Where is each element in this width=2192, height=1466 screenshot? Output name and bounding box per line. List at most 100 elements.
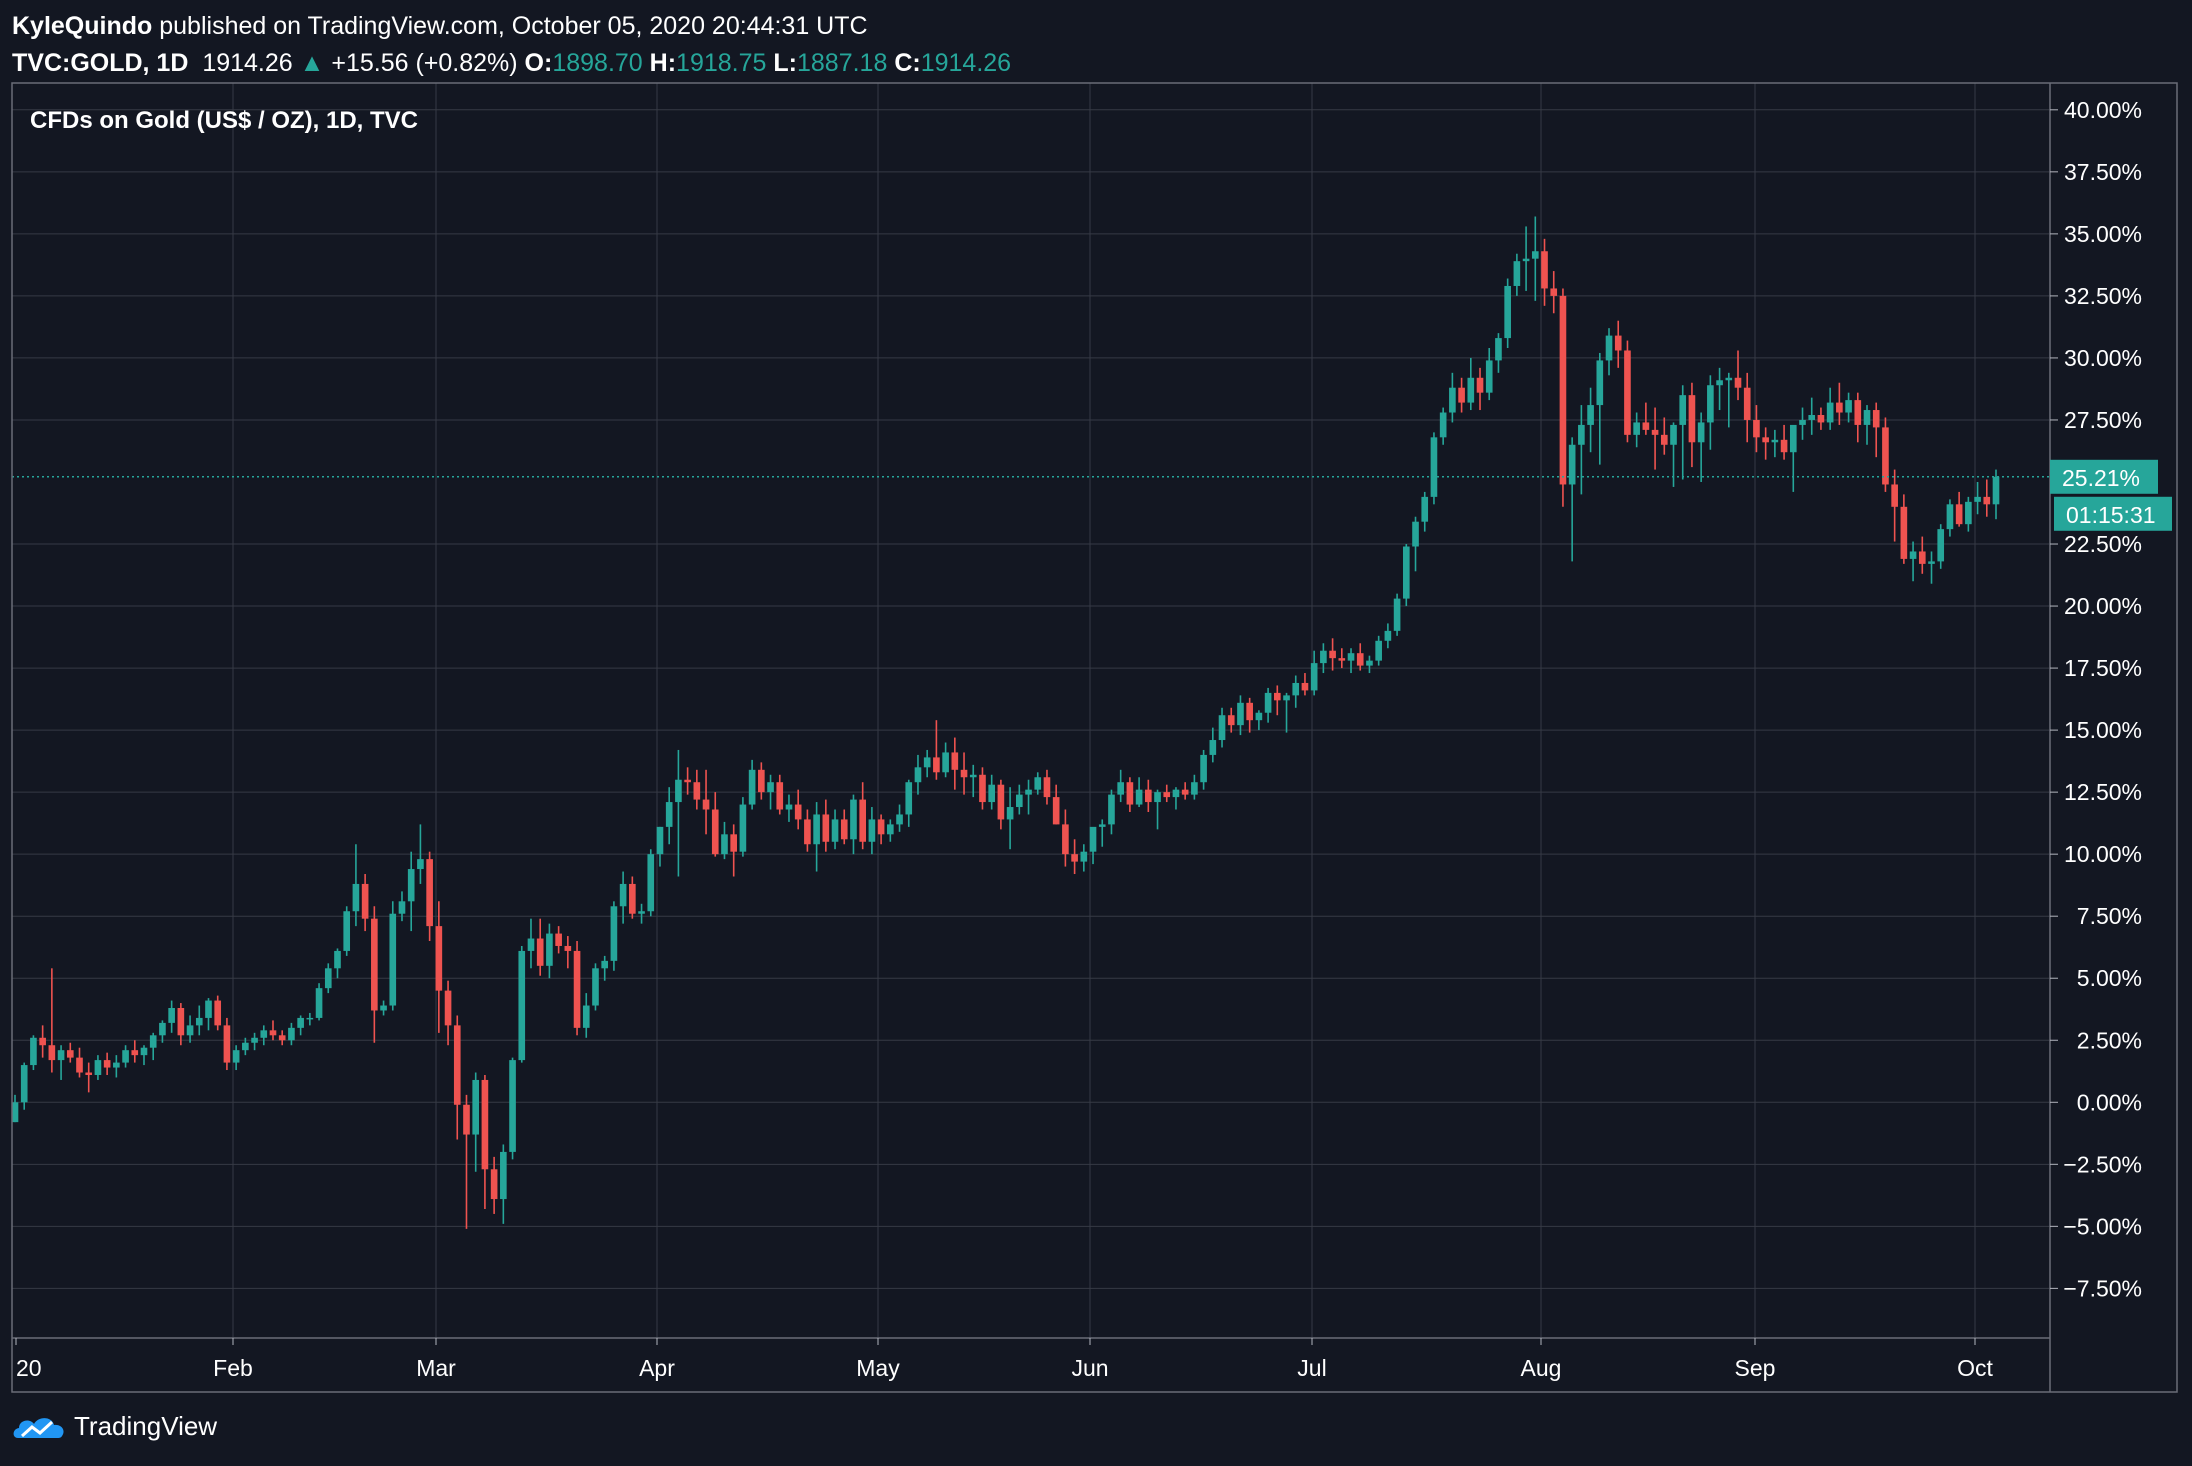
candle-body [1946, 504, 1954, 530]
candle-body [1016, 794, 1023, 808]
candle [813, 802, 820, 872]
candle-body [638, 911, 645, 914]
candle-body [1513, 261, 1521, 286]
candle [48, 968, 56, 1073]
open-label: O: [524, 49, 553, 77]
candle-body [94, 1060, 102, 1075]
candle [472, 1072, 480, 1172]
candle-body [1854, 400, 1862, 425]
candle-body [380, 1005, 387, 1011]
candle-body [500, 1151, 507, 1200]
symbol-label: TVC:GOLD, 1D [12, 49, 189, 77]
candle-body [536, 938, 544, 966]
candle [1587, 387, 1594, 453]
candle-body [969, 774, 977, 778]
candle [647, 849, 655, 917]
candle [1366, 655, 1373, 674]
candle-body [1421, 496, 1429, 522]
candle [306, 1012, 314, 1026]
candle-body [223, 1025, 231, 1063]
candle-body [656, 826, 664, 855]
candle [776, 774, 784, 815]
candle [1338, 648, 1346, 669]
y-tick-label: 10.00% [2064, 841, 2142, 867]
candle-body [923, 757, 931, 768]
candle [407, 851, 415, 932]
candle [1006, 787, 1014, 850]
y-tick-label: 5.00% [2077, 965, 2142, 991]
candle-body [1163, 792, 1171, 798]
candle-body [1098, 824, 1106, 827]
candle-body [1882, 427, 1889, 485]
candle-body [1366, 660, 1373, 666]
candle [20, 1062, 28, 1110]
candle-body [1550, 288, 1558, 296]
candle [1965, 496, 1972, 532]
candle [1080, 844, 1088, 872]
candle-body [288, 1027, 295, 1041]
candle [195, 1005, 203, 1036]
candle [260, 1025, 268, 1046]
candle [1218, 707, 1226, 748]
candle [324, 963, 332, 994]
candle [804, 809, 811, 852]
low-value: 1887.18 [796, 49, 888, 77]
candle-body [1596, 360, 1604, 406]
x-tick-label: Jun [1071, 1355, 1108, 1381]
candle-body [1568, 444, 1576, 485]
candle [1642, 402, 1650, 435]
y-tick-label: 12.50% [2064, 779, 2142, 805]
candle [527, 918, 535, 969]
candle [103, 1052, 111, 1075]
author-name[interactable]: KyleQuindo [12, 12, 153, 40]
candle [1909, 541, 1917, 582]
candle-body [490, 1169, 498, 1200]
candle-body [546, 933, 553, 966]
candle-body [361, 883, 369, 919]
candle-body [1071, 854, 1078, 862]
candle [1845, 392, 1852, 423]
candle [288, 1022, 295, 1046]
candle [186, 1015, 194, 1043]
candle [1891, 469, 1898, 542]
candle [1992, 469, 2000, 520]
symbol-line: TVC:GOLD, 1D 1914.26 ▲ +15.56 (+0.82%) O… [12, 45, 1011, 82]
tradingview-branding[interactable]: TradingView [12, 1410, 217, 1442]
candle-body [610, 906, 618, 961]
candle-body [260, 1030, 268, 1038]
candle-body [1992, 476, 2000, 505]
candle-body [1928, 561, 1935, 564]
candle-body [1292, 682, 1300, 696]
y-tick-label: 35.00% [2064, 221, 2142, 247]
candle-body [1144, 789, 1152, 803]
candle-body [1808, 414, 1816, 420]
countdown-badge [2054, 496, 2172, 531]
tradingview-label: TradingView [74, 1410, 218, 1441]
candle [1384, 623, 1392, 649]
candle [352, 844, 360, 927]
candle [1513, 253, 1521, 296]
candle [1200, 749, 1207, 790]
candle [1817, 407, 1825, 430]
candle-body [251, 1037, 258, 1043]
candle [463, 1094, 470, 1229]
up-arrow-icon: ▲ [299, 49, 325, 77]
x-tick-label: Oct [1957, 1355, 1993, 1381]
candle [1688, 382, 1696, 468]
candle-body [1965, 501, 1972, 525]
candle [1633, 412, 1640, 448]
candle [997, 779, 1005, 830]
candle-body [997, 784, 1005, 820]
y-tick-label: 27.50% [2064, 407, 2142, 433]
candle [500, 1144, 507, 1224]
candle [1246, 697, 1253, 733]
candle [1522, 226, 1530, 291]
candle [1393, 593, 1401, 636]
candle [1430, 432, 1438, 505]
candle [242, 1037, 249, 1056]
candle-body [1891, 484, 1898, 507]
candle-body [1780, 439, 1788, 453]
x-tick-label: Feb [213, 1355, 253, 1381]
candle-body [1743, 387, 1751, 420]
